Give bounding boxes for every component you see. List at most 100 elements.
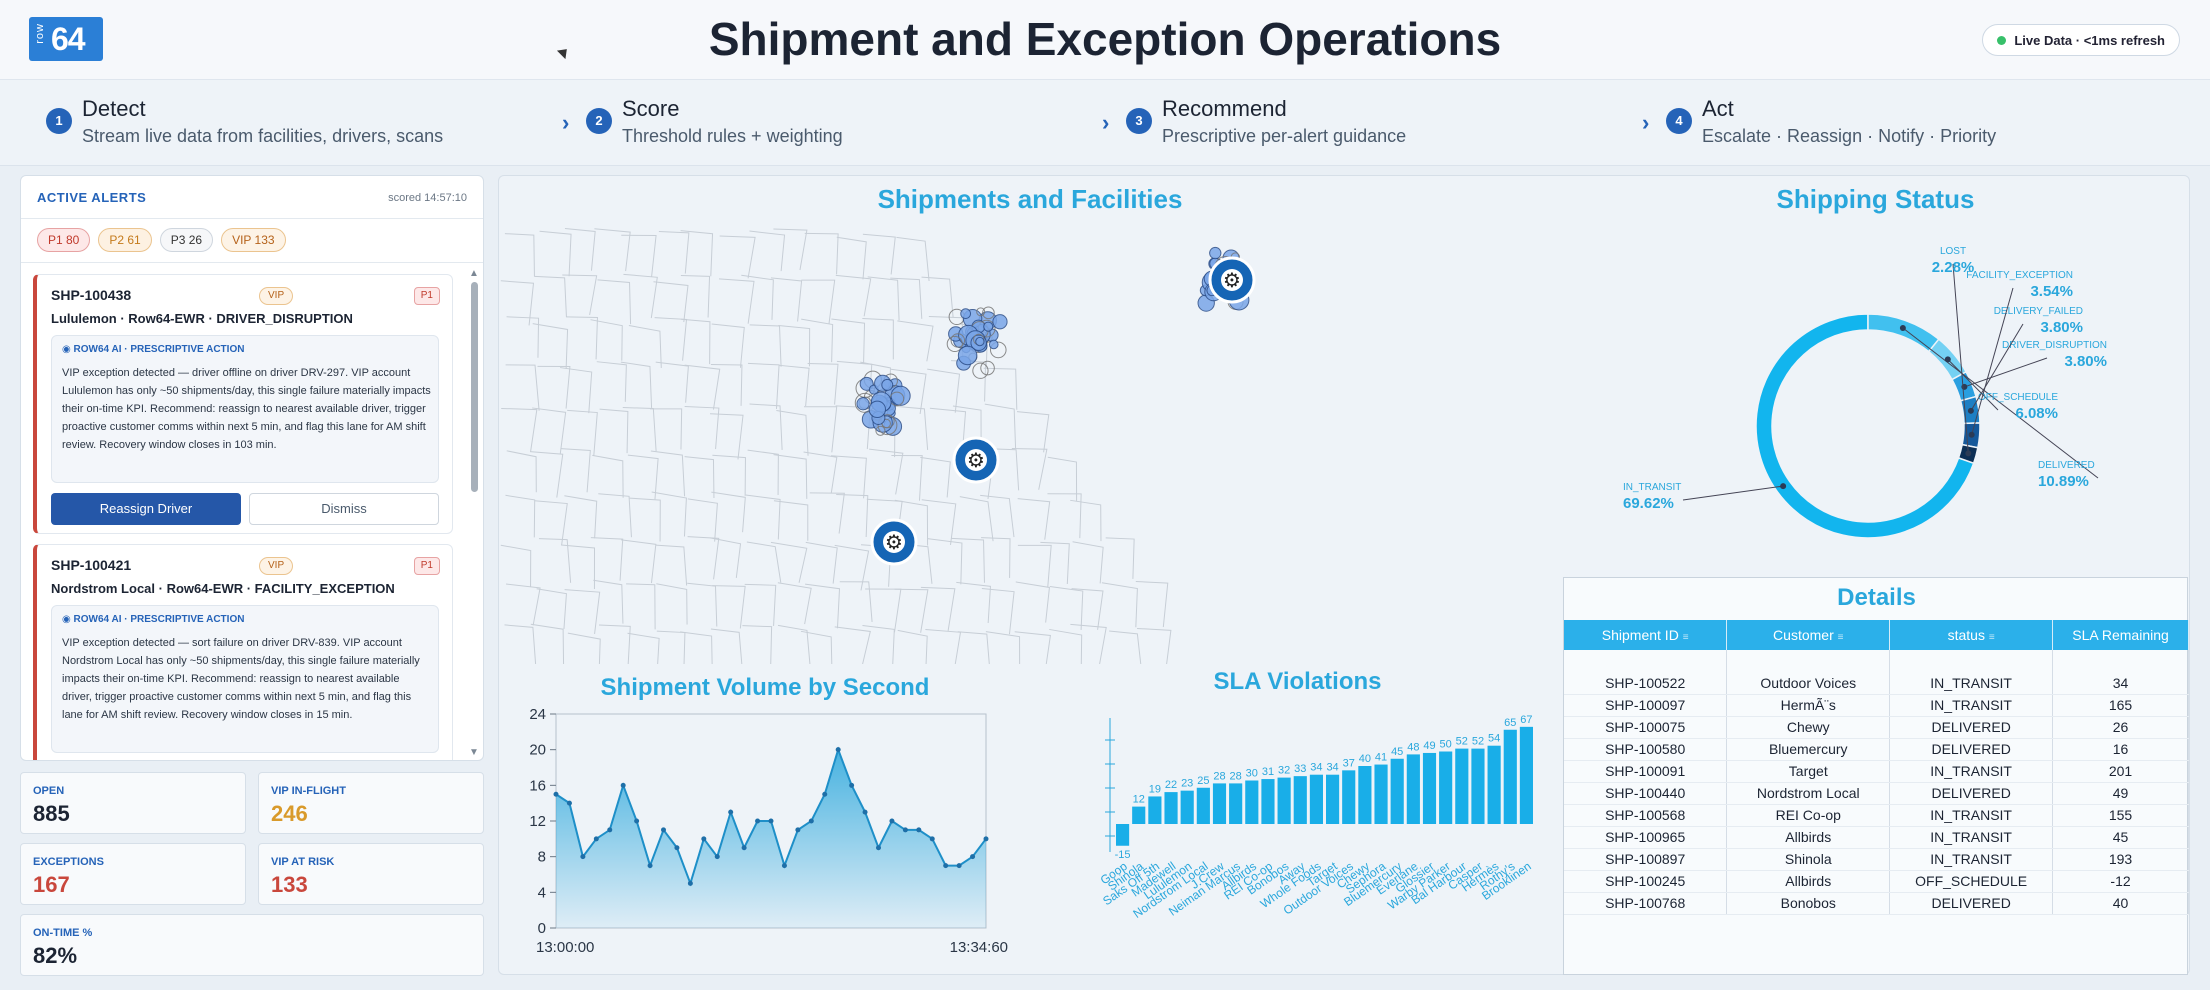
county-border: [1047, 456, 1078, 502]
ai-action-text: VIP exception detected — sort failure on…: [62, 637, 420, 721]
scroll-up-arrow-icon[interactable]: ▲: [469, 268, 479, 279]
scroll-thumb[interactable]: [471, 282, 478, 492]
step-description: Prescriptive per-alert guidance: [1162, 126, 1407, 146]
column-header-sla-remaining[interactable]: SLA Remaining: [2052, 620, 2189, 650]
facility-gear-icon[interactable]: ⚙: [1208, 256, 1256, 304]
sla-data-label: 37: [1343, 757, 1355, 769]
volume-area-chart[interactable]: 0 4 8 12 16 20 24 13:00:00 13:34:60: [510, 700, 1030, 965]
sla-bar[interactable]: [1519, 726, 1533, 824]
sla-bar[interactable]: [1374, 764, 1388, 824]
sla-bar[interactable]: [1422, 752, 1437, 824]
sla-bar[interactable]: [1148, 796, 1162, 824]
facility-gear-icon[interactable]: ⚙: [952, 436, 1000, 484]
filter-p1-pill[interactable]: P1 80: [37, 228, 91, 252]
table-row[interactable]: SHP-100075 Chewy DELIVERED 26: [1564, 716, 2189, 739]
filter-p2-pill[interactable]: P2 61: [98, 228, 152, 252]
county-border: [897, 320, 934, 362]
sla-bar[interactable]: [1212, 783, 1227, 824]
county-border: [894, 405, 929, 450]
county-border: [862, 233, 896, 275]
alert-card[interactable]: SHP-100421 VIP P1 Nordstrom Local · Row6…: [33, 544, 453, 760]
sla-bar[interactable]: [1503, 729, 1517, 824]
donut-slice-label: LOST: [1940, 246, 1966, 257]
table-cell: Target: [1726, 760, 1891, 783]
sla-bar[interactable]: [1471, 748, 1485, 824]
volume-point: [701, 836, 707, 842]
sla-data-label: 31: [1262, 766, 1274, 778]
sla-bar[interactable]: [1293, 776, 1307, 824]
sla-bar[interactable]: [1196, 787, 1210, 824]
sla-bar[interactable]: [1180, 790, 1194, 824]
shipments-map[interactable]: ⚙ ⚙ ⚙: [500, 228, 1562, 664]
kpi-on-time: ON-TIME % 82%: [20, 914, 484, 976]
sla-data-label: 50: [1440, 739, 1452, 751]
filter-p3-pill[interactable]: P3 26: [159, 228, 214, 252]
county-border: [749, 403, 783, 450]
table-row[interactable]: SHP-100568 REI Co-op IN_TRANSIT 155: [1564, 804, 2189, 827]
table-row[interactable]: SHP-100580 Bluemercury DELIVERED 16: [1564, 738, 2189, 761]
table-row[interactable]: SHP-100768 Bonobos DELIVERED 40: [1564, 892, 2189, 915]
facility-gear-icon[interactable]: ⚙: [870, 518, 918, 566]
table-row[interactable]: SHP-100097 HermÃ¨s IN_TRANSIT 165: [1564, 694, 2189, 717]
volume-point: [970, 854, 976, 860]
sla-bar[interactable]: [1455, 748, 1469, 824]
sla-bar[interactable]: [1439, 751, 1453, 825]
sla-bar[interactable]: [1132, 806, 1146, 824]
sla-bar[interactable]: [1358, 766, 1372, 824]
table-row[interactable]: SHP-100965 Allbirds IN_TRANSIT 45: [1564, 826, 2189, 849]
county-border: [621, 539, 657, 584]
county-border: [564, 589, 601, 634]
sla-bar[interactable]: [1116, 824, 1130, 846]
donut-slice[interactable]: [1867, 313, 1940, 353]
county-border: [596, 361, 627, 402]
sla-bar[interactable]: [1487, 745, 1501, 824]
county-border: [627, 454, 659, 500]
sla-bar[interactable]: [1164, 792, 1178, 824]
shipping-status-donut[interactable]: IN_TRANSIT 69.62% DELIVERED 10.89% OFF_SCHED…: [1563, 228, 2188, 568]
sla-bar[interactable]: [1309, 774, 1323, 824]
county-border: [592, 454, 624, 498]
alerts-scrollbar[interactable]: ▲ ▼: [469, 268, 479, 758]
filter-vip-pill[interactable]: VIP 133: [221, 228, 286, 252]
table-row[interactable]: SHP-100897 Shinola IN_TRANSIT 193: [1564, 848, 2189, 871]
priority-badge: P1: [413, 287, 440, 305]
row64-logo[interactable]: row 64: [29, 17, 103, 61]
county-border: [532, 407, 567, 454]
county-border: [687, 582, 718, 627]
step-number: 3: [1126, 108, 1152, 134]
county-border: [839, 581, 873, 622]
dismiss-button[interactable]: Dismiss: [249, 493, 439, 525]
table-cell: SHP-100522: [1564, 672, 1728, 695]
sla-bar[interactable]: [1277, 777, 1291, 824]
sla-bar[interactable]: [1406, 754, 1420, 824]
vip-badge: VIP: [259, 287, 294, 305]
kpi-label: EXCEPTIONS: [33, 856, 104, 868]
table-row[interactable]: SHP-100440 Nordstrom Local DELIVERED 49: [1564, 782, 2189, 805]
sla-bar[interactable]: [1342, 770, 1356, 824]
scroll-down-arrow-icon[interactable]: ▼: [469, 747, 479, 758]
kpi-label: VIP AT RISK: [271, 856, 335, 868]
column-header-status[interactable]: status ≡: [1889, 620, 2054, 650]
column-header-customer[interactable]: Customer ≡: [1726, 620, 1891, 650]
sla-bar[interactable]: [1229, 783, 1243, 824]
table-row[interactable]: SHP-100245 Allbirds OFF_SCHEDULE -12: [1564, 870, 2189, 893]
table-row[interactable]: SHP-100091 Target IN_TRANSIT 201: [1564, 760, 2189, 783]
kpi-label: ON-TIME %: [33, 927, 93, 939]
alert-card[interactable]: SHP-100438 VIP P1 Lululemon · Row64-EWR …: [33, 274, 453, 534]
shipment-point: [1209, 246, 1222, 260]
sla-bar[interactable]: [1390, 758, 1404, 824]
donut-slice-pct: 10.89%: [2038, 473, 2089, 490]
sla-bar[interactable]: [1261, 779, 1275, 824]
county-border: [770, 277, 803, 322]
sla-bar[interactable]: [1326, 774, 1340, 824]
volume-point: [593, 836, 599, 842]
table-row[interactable]: SHP-100522 Outdoor Voices IN_TRANSIT 34: [1564, 672, 2189, 695]
county-border: [956, 581, 992, 624]
reassign-driver-button[interactable]: Reassign Driver: [51, 493, 241, 525]
volume-point: [956, 863, 962, 869]
column-header-shipment-id[interactable]: Shipment ID ≡: [1564, 620, 1728, 650]
sla-bar[interactable]: [1245, 780, 1259, 825]
county-border: [777, 624, 811, 664]
county-border: [749, 324, 782, 367]
